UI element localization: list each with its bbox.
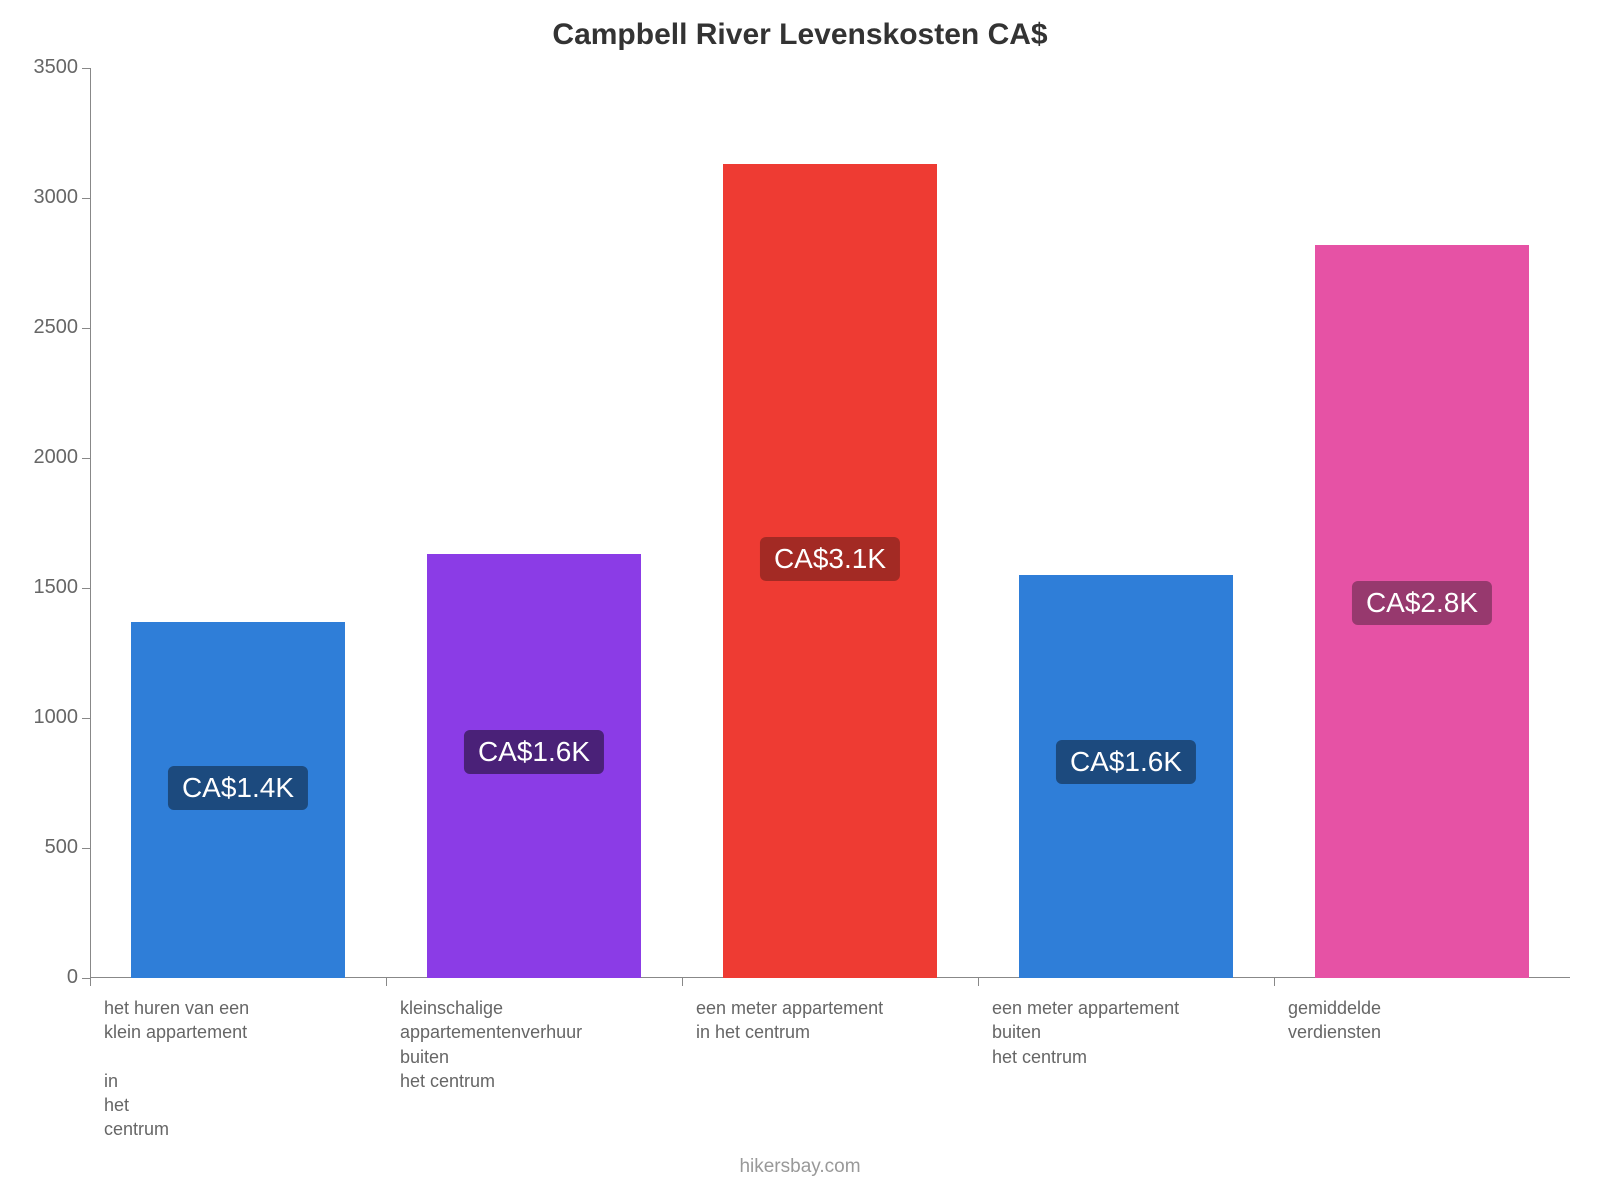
y-tick-label: 2000 bbox=[20, 446, 78, 469]
y-tick-label: 1000 bbox=[20, 706, 78, 729]
value-badge: CA$3.1K bbox=[760, 537, 900, 581]
category-label: een meter appartement buiten het centrum bbox=[992, 996, 1268, 1069]
y-tick-mark bbox=[82, 848, 90, 849]
x-tick-mark bbox=[978, 978, 979, 986]
x-tick-mark bbox=[682, 978, 683, 986]
x-tick-mark bbox=[90, 978, 91, 986]
y-tick-label: 1500 bbox=[20, 576, 78, 599]
y-tick-mark bbox=[82, 198, 90, 199]
value-badge: CA$1.6K bbox=[464, 730, 604, 774]
y-tick-mark bbox=[82, 978, 90, 979]
y-tick-mark bbox=[82, 718, 90, 719]
y-tick-label: 500 bbox=[20, 836, 78, 859]
value-badge: CA$1.4K bbox=[168, 766, 308, 810]
cost-of-living-chart: Campbell River Levenskosten CA$ 05001000… bbox=[0, 0, 1600, 1200]
category-label: een meter appartement in het centrum bbox=[696, 996, 972, 1045]
category-label: het huren van een klein appartement in h… bbox=[104, 996, 380, 1142]
value-badge: CA$1.6K bbox=[1056, 740, 1196, 784]
y-axis bbox=[90, 68, 91, 978]
x-tick-mark bbox=[1274, 978, 1275, 986]
plot-area: 0500100015002000250030003500CA$1.4Khet h… bbox=[90, 68, 1570, 978]
y-tick-mark bbox=[82, 68, 90, 69]
y-tick-mark bbox=[82, 588, 90, 589]
y-tick-label: 2500 bbox=[20, 316, 78, 339]
chart-title: Campbell River Levenskosten CA$ bbox=[0, 18, 1600, 52]
x-tick-mark bbox=[386, 978, 387, 986]
y-tick-mark bbox=[82, 328, 90, 329]
value-badge: CA$2.8K bbox=[1352, 581, 1492, 625]
category-label: kleinschalige appartementenverhuur buite… bbox=[400, 996, 676, 1093]
y-tick-label: 3000 bbox=[20, 186, 78, 209]
y-tick-label: 3500 bbox=[20, 56, 78, 79]
attribution-text: hikersbay.com bbox=[0, 1156, 1600, 1178]
category-label: gemiddelde verdiensten bbox=[1288, 996, 1564, 1045]
y-tick-label: 0 bbox=[20, 966, 78, 989]
y-tick-mark bbox=[82, 458, 90, 459]
